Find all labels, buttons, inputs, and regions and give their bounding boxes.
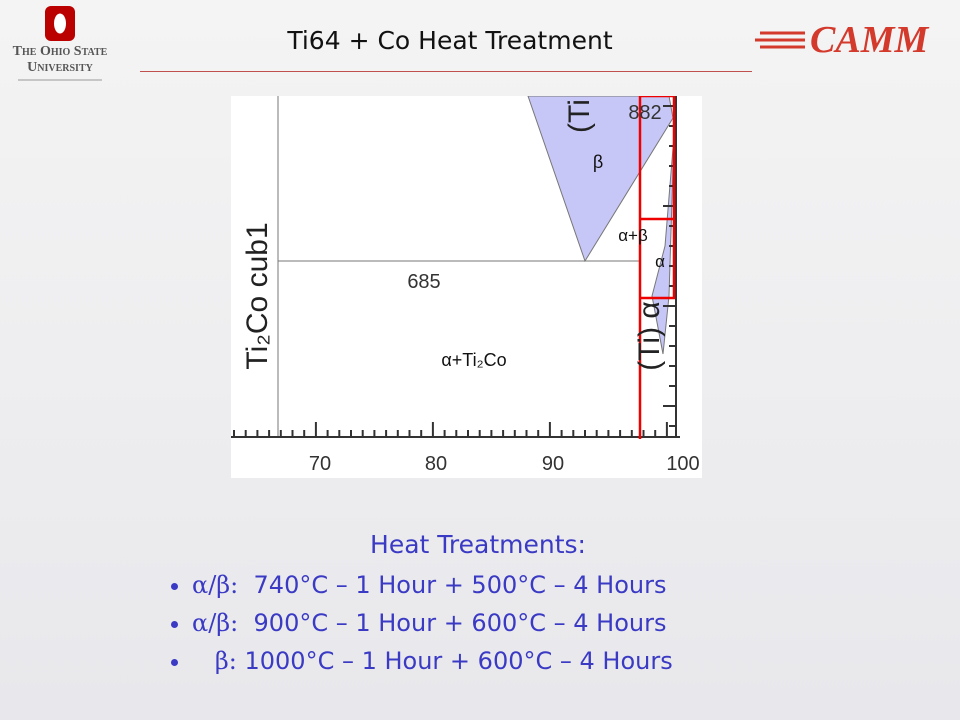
logo-o	[54, 13, 66, 34]
region-label: α+β	[618, 226, 648, 245]
treatment-item: α/β: 740°C – 1 Hour + 500°C – 4 Hours	[192, 566, 673, 604]
phase-diagram: Ti₂Co cub1 (Ti (Ti) α 882 685 β α+β α α+…	[231, 96, 702, 478]
camm-logo: CAMM	[810, 19, 929, 61]
schedule: 740°C – 1 Hour + 500°C – 4 Hours	[253, 571, 667, 599]
schedule: 1000°C – 1 Hour + 600°C – 4 Hours	[244, 647, 673, 675]
phase: α/β:	[192, 609, 239, 637]
treatments-heading: Heat Treatments:	[370, 530, 586, 559]
region-label: α+Ti₂Co	[441, 350, 506, 370]
x-tick-label: 80	[425, 453, 447, 475]
red-box	[640, 96, 676, 300]
alpha-region	[651, 135, 675, 355]
region-label: α	[655, 252, 665, 271]
temp-label: 685	[407, 271, 440, 293]
x-tick-label: 70	[309, 453, 331, 475]
logo-line2: University	[27, 60, 93, 75]
treatment-item: α/β: 900°C – 1 Hour + 600°C – 4 Hours	[192, 604, 673, 642]
slide-title: Ti64 + Co Heat Treatment	[287, 26, 613, 55]
right-label: (Ti) α	[633, 301, 666, 371]
schedule: 900°C – 1 Hour + 600°C – 4 Hours	[253, 609, 667, 637]
treatment-list: α/β: 740°C – 1 Hour + 500°C – 4 Hours α/…	[170, 566, 673, 680]
region-label: β	[593, 152, 603, 172]
x-tick-label: 90	[542, 453, 564, 475]
phase: α/β:	[192, 571, 239, 599]
temp-label: 882	[628, 102, 661, 124]
ticks	[233, 105, 676, 437]
phase: β:	[214, 647, 237, 675]
treatment-item: β: 1000°C – 1 Hour + 600°C – 4 Hours	[192, 642, 673, 680]
osu-logo	[18, 6, 102, 81]
camm-lines	[755, 31, 805, 49]
logo-line1: The Ohio State	[12, 44, 108, 59]
title-rule	[140, 71, 752, 72]
x-tick-label: 100	[666, 453, 699, 475]
y-label: Ti₂Co cub1	[241, 222, 274, 369]
top-label: (Ti	[563, 99, 596, 133]
